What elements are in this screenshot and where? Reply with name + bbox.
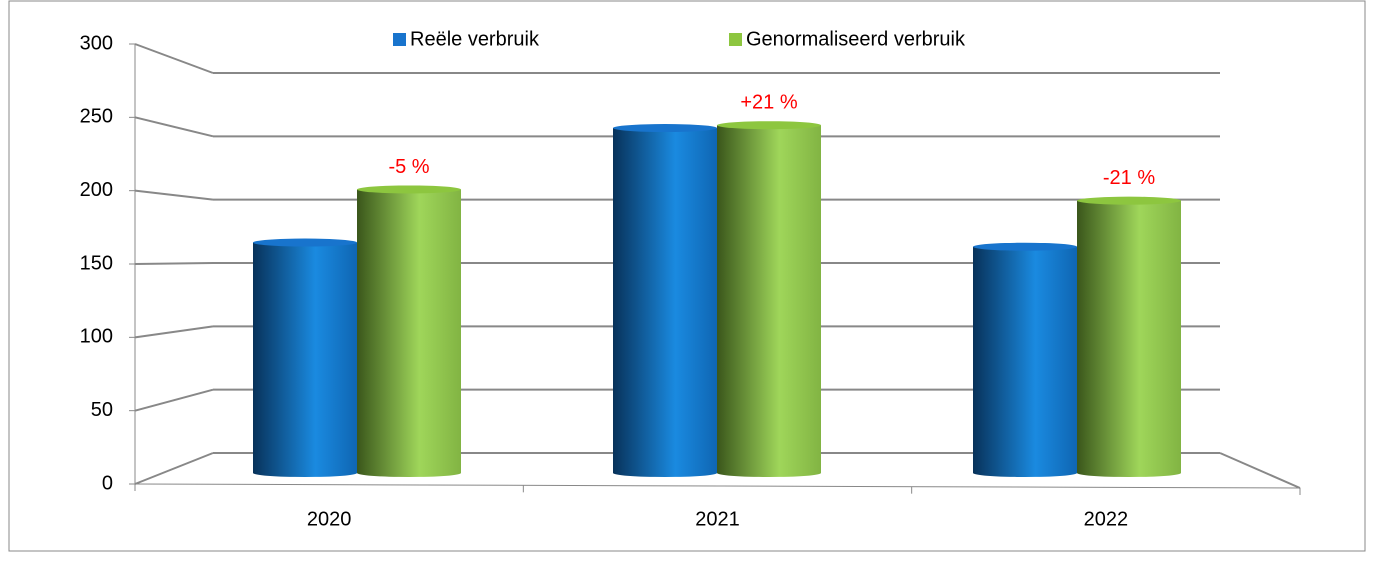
grid-line xyxy=(134,388,214,412)
y-tick-label: 100 xyxy=(80,326,113,348)
bar-top xyxy=(973,242,1077,251)
bar xyxy=(253,238,357,477)
bar-top xyxy=(717,121,821,130)
legend-label: Reële verbruik xyxy=(410,28,540,50)
bar-body xyxy=(717,125,821,473)
floor-edge xyxy=(1219,452,1301,489)
bar xyxy=(717,121,821,477)
bar-body xyxy=(1077,200,1181,473)
grid-line xyxy=(134,262,214,265)
chart-frame xyxy=(8,0,1366,552)
legend-swatch xyxy=(393,33,406,46)
grid-line xyxy=(134,43,214,74)
annotation: +21 % xyxy=(740,92,797,114)
bar xyxy=(1077,196,1181,477)
x-tick-label: 2021 xyxy=(695,508,740,530)
bar xyxy=(973,242,1077,477)
bar-body xyxy=(973,246,1077,473)
bar-body xyxy=(613,128,717,474)
y-tick-label: 300 xyxy=(80,32,113,54)
bar-top xyxy=(253,238,357,247)
y-tick-label: 150 xyxy=(80,252,113,274)
bar-top xyxy=(357,185,461,194)
bar-top xyxy=(1077,196,1181,205)
bar-body xyxy=(357,189,461,473)
annotation: -21 % xyxy=(1103,167,1155,189)
x-tick-label: 2020 xyxy=(307,508,352,530)
bar xyxy=(357,185,461,477)
y-tick-label: 200 xyxy=(80,179,113,201)
y-tick-label: 0 xyxy=(102,472,113,494)
bar xyxy=(613,124,717,477)
legend-swatch xyxy=(729,33,742,46)
grid-line xyxy=(134,189,214,201)
grid-line xyxy=(134,325,214,339)
x-tick-label: 2022 xyxy=(1084,508,1129,530)
x-axis xyxy=(134,483,1301,489)
grid-line xyxy=(134,452,214,485)
grid-line xyxy=(134,116,214,138)
y-tick-label: 50 xyxy=(91,399,113,421)
bar-top xyxy=(613,124,717,133)
annotation: -5 % xyxy=(388,156,429,178)
legend-label: Genormaliseerd verbruik xyxy=(746,28,966,50)
y-tick-label: 250 xyxy=(80,106,113,128)
bar-body xyxy=(253,242,357,473)
